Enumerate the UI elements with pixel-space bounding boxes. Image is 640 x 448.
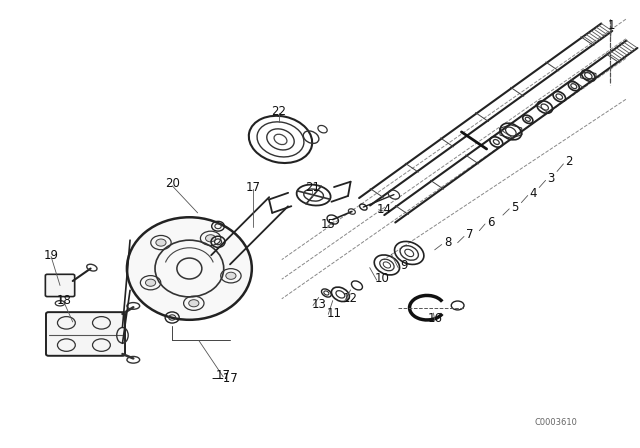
Text: 2: 2 [564, 155, 572, 168]
Text: 21: 21 [305, 181, 320, 194]
Text: —17: —17 [211, 372, 238, 385]
Text: 13: 13 [311, 297, 326, 310]
Text: 18: 18 [56, 294, 71, 307]
Circle shape [145, 279, 156, 286]
Text: 1: 1 [608, 19, 616, 32]
Text: 11: 11 [326, 306, 342, 319]
FancyBboxPatch shape [45, 274, 75, 297]
Circle shape [189, 300, 199, 307]
Text: 10: 10 [375, 272, 390, 285]
Text: 20: 20 [164, 177, 180, 190]
Text: 3: 3 [547, 172, 554, 185]
Text: 17: 17 [246, 181, 260, 194]
Circle shape [205, 235, 216, 242]
Text: C0003610: C0003610 [534, 418, 577, 426]
Circle shape [226, 272, 236, 280]
Text: 6: 6 [487, 216, 495, 229]
Text: 15: 15 [320, 218, 335, 231]
Text: 4: 4 [530, 187, 537, 200]
Text: 12: 12 [343, 292, 358, 305]
Text: 17: 17 [216, 369, 230, 382]
Text: 9: 9 [401, 259, 408, 272]
Text: 16: 16 [428, 312, 442, 325]
Circle shape [156, 239, 166, 246]
Text: 7: 7 [466, 228, 474, 241]
Text: 19: 19 [44, 249, 59, 262]
FancyBboxPatch shape [46, 312, 125, 356]
Text: 22: 22 [271, 105, 286, 118]
Ellipse shape [127, 217, 252, 320]
Text: 5: 5 [511, 201, 518, 214]
Text: 8: 8 [444, 236, 451, 249]
Text: 14: 14 [376, 203, 391, 216]
